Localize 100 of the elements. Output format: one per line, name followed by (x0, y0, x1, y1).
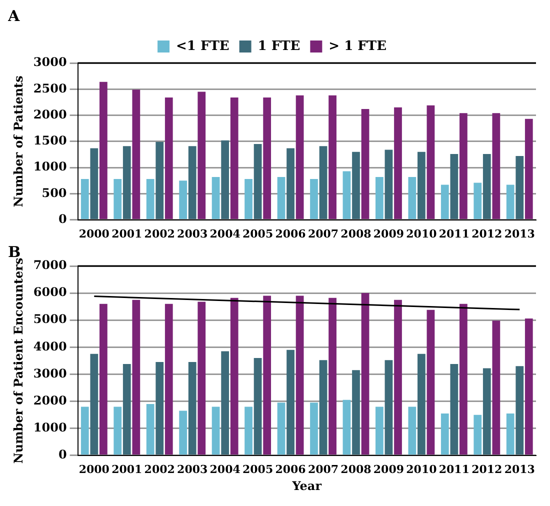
bar (90, 354, 98, 455)
bar (99, 82, 108, 220)
y-tick-label: 5000 (33, 312, 67, 326)
bar (254, 358, 262, 455)
x-tick-label: 2006 (275, 227, 306, 240)
bar (114, 179, 122, 220)
bar (90, 148, 98, 220)
bar (440, 184, 449, 220)
y-tick-label: 7000 (33, 258, 67, 272)
bar (460, 304, 468, 455)
x-tick-label: 2009 (373, 462, 404, 476)
chart-title: A (7, 6, 20, 25)
bar (516, 156, 524, 220)
bar (460, 113, 468, 220)
bar (122, 146, 131, 220)
bar (212, 176, 220, 220)
x-tick-label: 2010 (406, 227, 438, 240)
legend-label: 1 FTE (258, 38, 300, 54)
bar (319, 146, 328, 220)
bar (426, 105, 435, 220)
x-tick-label: 2007 (308, 462, 339, 476)
bar (230, 97, 238, 220)
bar (244, 406, 252, 455)
y-tick-label: 0 (58, 212, 67, 226)
x-tick-label: 2005 (242, 462, 274, 476)
x-tick-label: 2007 (308, 227, 339, 240)
y-tick-label: 500 (42, 186, 67, 200)
x-tick-label: 2008 (340, 227, 372, 240)
bar (384, 150, 393, 220)
y-tick-label: 1500 (33, 134, 67, 148)
x-tick-label: 2011 (438, 227, 470, 240)
x-tick-label: 2000 (78, 462, 110, 476)
bar (230, 298, 238, 455)
x-tick-label: 2000 (78, 227, 110, 240)
bar (254, 144, 262, 220)
x-tick-label: 2004 (210, 227, 241, 240)
y-tick-label: 1000 (33, 420, 67, 434)
bar (99, 304, 108, 455)
bar (328, 298, 336, 455)
bar (286, 148, 294, 220)
legend-label: <1 FTE (176, 38, 230, 54)
bar (156, 362, 164, 455)
y-tick-label: 0 (58, 448, 67, 462)
bar (164, 304, 173, 455)
x-tick-label: 2001 (112, 462, 142, 476)
bar (277, 402, 286, 455)
bar (474, 414, 482, 455)
bar (310, 179, 318, 220)
bar (164, 97, 173, 220)
x-tick-label: 2002 (144, 462, 175, 476)
bar (80, 179, 89, 220)
x-tick-label: 2005 (242, 227, 274, 240)
bar (179, 180, 188, 220)
y-tick-label: 2000 (33, 393, 67, 408)
bar (132, 90, 140, 220)
bar (212, 406, 220, 455)
x-tick-label: 2012 (472, 462, 502, 476)
bar (263, 97, 272, 220)
bar (296, 296, 304, 455)
bar (440, 413, 449, 455)
y-tick-label: 1000 (33, 160, 67, 174)
bar (524, 118, 533, 220)
bar (394, 300, 402, 455)
x-tick-label: 2004 (210, 462, 241, 476)
bar (524, 318, 533, 455)
x-tick-label: 2003 (177, 227, 208, 240)
bar (114, 406, 122, 455)
bar (352, 370, 360, 455)
bar (516, 366, 524, 455)
bar (376, 176, 384, 220)
bar (384, 360, 393, 455)
bar (376, 406, 384, 455)
bar (342, 171, 351, 220)
x-tick-label: 2013 (504, 462, 535, 476)
bar (482, 154, 491, 220)
x-tick-label: 2011 (438, 462, 470, 476)
x-tick-label: 2010 (406, 462, 438, 476)
bar (244, 179, 252, 220)
x-tick-label: 2003 (177, 462, 208, 476)
bar (426, 310, 435, 455)
x-tick-label: 2006 (275, 462, 306, 476)
bar (188, 146, 196, 220)
y-tick-label: 4000 (33, 339, 67, 354)
bar (319, 360, 328, 455)
bar (146, 404, 154, 455)
bar (122, 364, 131, 455)
bar (450, 154, 458, 220)
y-tick-label: 3000 (33, 55, 67, 70)
y-tick-label: 6000 (33, 285, 67, 300)
x-axis-title: Year (291, 478, 322, 493)
y-axis-title: Number of Patients (11, 75, 26, 208)
legend-label: > 1 FTE (328, 38, 387, 54)
bar (296, 95, 304, 220)
bar (482, 368, 491, 455)
bar (506, 413, 514, 455)
bar (361, 293, 370, 455)
bar (492, 320, 500, 455)
x-tick-label: 2009 (373, 227, 404, 240)
bar (394, 107, 402, 220)
bar (263, 296, 272, 455)
